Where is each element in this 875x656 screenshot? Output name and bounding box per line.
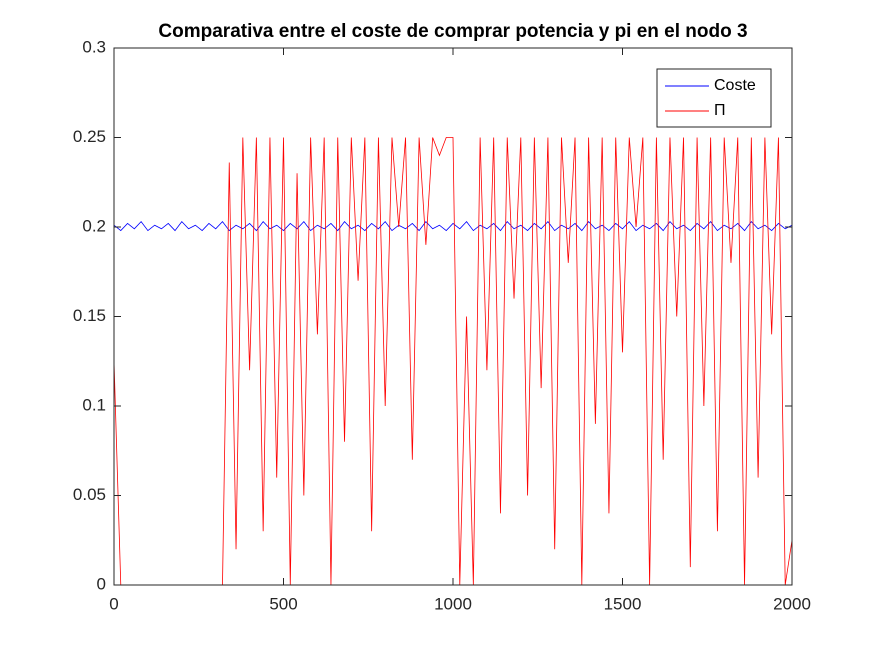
line-series xyxy=(113,221,793,232)
legend: Coste Π xyxy=(656,68,772,128)
y-tick-label: 0.1 xyxy=(82,395,106,414)
y-tick-label: 0 xyxy=(97,574,106,593)
y-tick-label: 0.2 xyxy=(82,216,106,235)
legend-label: Π xyxy=(714,102,726,119)
plot-area xyxy=(114,48,792,585)
legend-label: Coste xyxy=(714,77,756,94)
y-tick-label: 0.15 xyxy=(73,306,106,325)
legend-box xyxy=(656,68,772,128)
x-tick-label: 2000 xyxy=(773,594,811,613)
x-tick-label: 1000 xyxy=(434,594,472,613)
y-tick-label: 0.3 xyxy=(82,37,106,56)
x-tick-label: 1500 xyxy=(604,594,642,613)
y-tick-label: 0.05 xyxy=(73,485,106,504)
x-tick-label: 500 xyxy=(269,594,297,613)
chart-title: Comparativa entre el coste de comprar po… xyxy=(158,21,747,42)
line-series xyxy=(113,137,793,586)
y-tick-label: 0.25 xyxy=(73,127,106,146)
x-tick-label: 0 xyxy=(109,594,118,613)
